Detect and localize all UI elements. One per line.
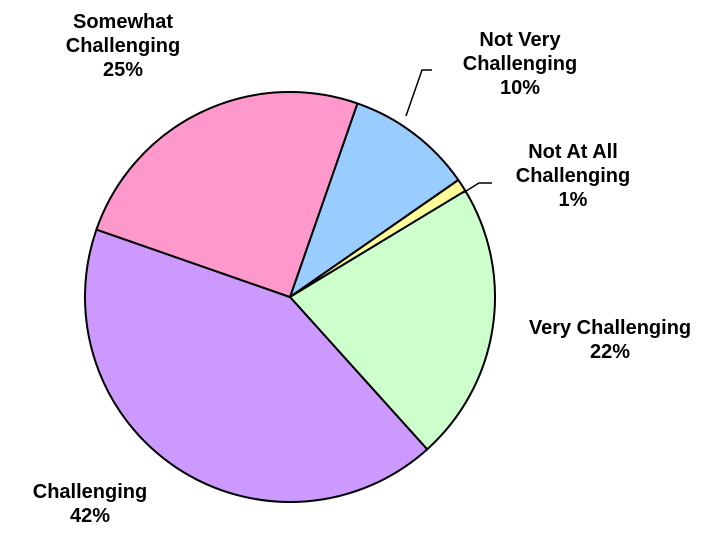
value-label: 10% xyxy=(499,77,541,99)
slice-label: Somewhat Challenging 25% xyxy=(53,10,193,82)
category-label: Very Challenging xyxy=(528,317,692,339)
category-label: Somewhat Challenging xyxy=(65,11,181,57)
value-label: 25% xyxy=(102,59,144,81)
category-label: Not Very Challenging xyxy=(462,29,578,75)
leader-line xyxy=(405,69,432,117)
category-label: Challenging xyxy=(32,481,148,503)
pie-slice xyxy=(84,228,429,503)
pie-slice xyxy=(289,102,460,298)
pie-slice xyxy=(95,91,359,298)
slice-label: Very Challenging 22% xyxy=(490,316,718,364)
value-label: 42% xyxy=(69,505,111,527)
slice-label: Not Very Challenging 10% xyxy=(455,28,585,100)
value-label: 1% xyxy=(558,189,588,211)
pie-slice xyxy=(289,189,496,451)
slice-label: Not At All Challenging 1% xyxy=(493,140,653,212)
category-label: Not At All Challenging xyxy=(515,141,631,187)
slice-label: Challenging 42% xyxy=(0,480,180,528)
value-label: 22% xyxy=(589,341,631,363)
leader-line xyxy=(462,182,492,194)
